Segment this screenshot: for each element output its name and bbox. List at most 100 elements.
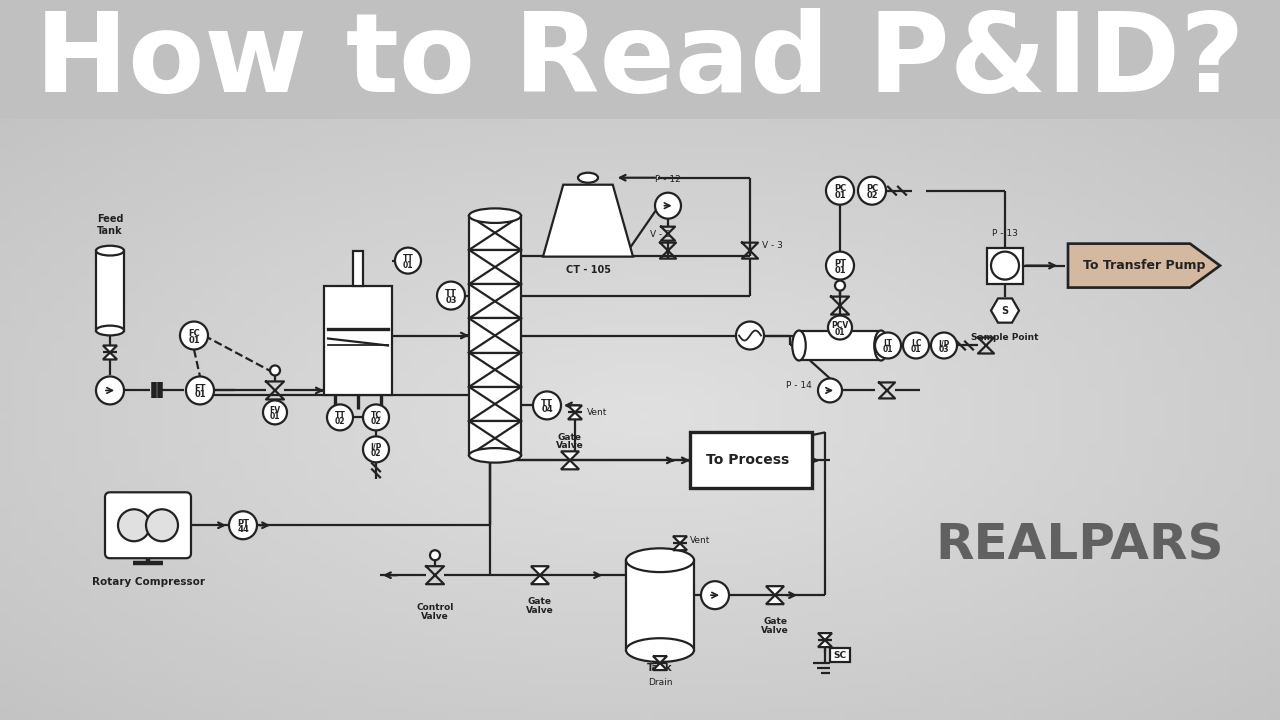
Circle shape [828,315,852,340]
Circle shape [262,400,287,424]
Circle shape [818,379,842,402]
Circle shape [701,581,730,609]
Bar [987,248,1023,284]
Polygon shape [673,536,687,543]
Bar [468,387,521,421]
Text: How to Read P&ID?: How to Read P&ID? [35,8,1245,115]
Text: TT: TT [334,411,346,420]
Polygon shape [818,633,832,640]
Polygon shape [561,460,579,469]
Text: 01: 01 [195,390,206,400]
Text: Valve: Valve [526,606,554,615]
Polygon shape [765,595,783,604]
Text: P - 12: P - 12 [655,175,681,184]
Ellipse shape [792,330,805,361]
Text: REALPARS: REALPARS [936,521,1224,570]
Circle shape [532,392,561,419]
Text: 01: 01 [911,346,922,354]
Text: Feed
Tank: Feed Tank [97,214,123,235]
Ellipse shape [468,208,521,223]
Ellipse shape [468,448,521,463]
Polygon shape [561,451,579,460]
Text: Gate: Gate [763,617,787,626]
Text: S: S [1001,305,1009,315]
Text: Vent: Vent [588,408,608,417]
Bar [468,318,521,353]
Text: CT - 105: CT - 105 [566,265,611,274]
Polygon shape [102,346,116,353]
Text: 04: 04 [541,405,553,415]
Bar [468,250,521,284]
Circle shape [364,405,389,431]
Text: To Transfer Pump: To Transfer Pump [1083,259,1206,272]
Polygon shape [765,586,783,595]
Circle shape [364,436,389,462]
Bar [324,286,392,395]
Circle shape [146,509,178,541]
Text: 02: 02 [867,191,878,199]
Polygon shape [818,640,832,647]
Bar [468,284,521,318]
Ellipse shape [96,246,124,256]
Polygon shape [102,353,116,359]
Text: LC: LC [911,339,922,348]
Polygon shape [531,575,549,584]
Text: I/P: I/P [370,443,381,452]
Circle shape [826,176,854,204]
Text: TT: TT [445,289,457,298]
Circle shape [180,322,207,349]
Ellipse shape [626,549,694,572]
Text: PCV: PCV [832,321,849,330]
Text: PT: PT [237,519,250,528]
Text: 44: 44 [237,526,248,534]
Circle shape [270,366,280,375]
Circle shape [655,193,681,219]
Text: Valve: Valve [556,441,584,450]
Text: V - 3: V - 3 [762,241,783,250]
Text: Drain: Drain [648,678,672,687]
Bar [468,216,521,250]
Bar [353,251,364,286]
Bar [468,421,521,455]
Text: 02: 02 [335,418,346,426]
FancyBboxPatch shape [105,492,191,558]
Text: Sample Point: Sample Point [972,333,1039,341]
Text: Rotary Compressor: Rotary Compressor [91,577,205,588]
Text: 02: 02 [371,418,381,426]
Polygon shape [653,656,667,663]
Text: PT: PT [835,259,846,268]
Text: TC: TC [370,411,381,420]
Polygon shape [543,185,634,256]
Circle shape [736,322,764,349]
Text: Valve: Valve [762,626,788,635]
Circle shape [835,281,845,291]
Polygon shape [653,663,667,670]
Polygon shape [531,566,549,575]
Circle shape [396,248,421,274]
Circle shape [186,377,214,405]
Text: 01: 01 [188,336,200,344]
Text: P - 13: P - 13 [992,229,1018,238]
Text: Tank: Tank [648,663,673,673]
Text: TT: TT [541,399,553,408]
Bar [96,251,124,330]
Ellipse shape [626,638,694,662]
Ellipse shape [96,325,124,336]
Text: 01: 01 [270,413,280,421]
Text: FT: FT [195,384,206,393]
Text: P - 14: P - 14 [786,381,812,390]
Ellipse shape [874,330,888,361]
Text: 02: 02 [371,449,381,459]
Circle shape [876,333,901,359]
Circle shape [430,550,440,560]
Text: 03: 03 [445,295,457,305]
Bar [626,560,694,650]
Text: V - 2: V - 2 [650,230,671,238]
Text: Vent: Vent [690,536,710,545]
Bar [829,648,850,662]
Circle shape [229,511,257,539]
Circle shape [96,377,124,405]
Text: FV: FV [269,406,280,415]
Bar [468,353,521,387]
Bar [799,330,881,361]
